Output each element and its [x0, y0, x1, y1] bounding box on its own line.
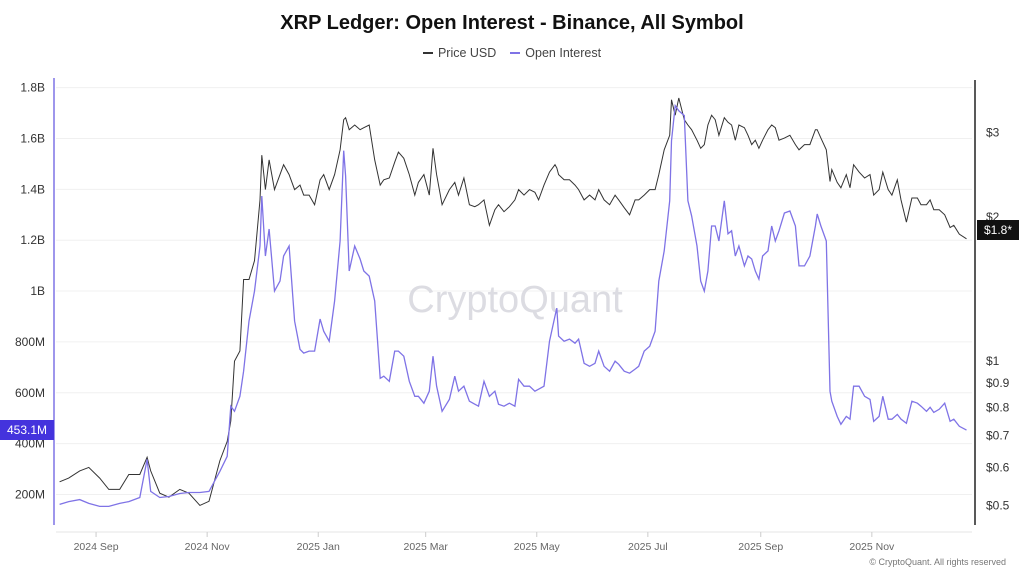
series-line-price	[59, 97, 967, 507]
right-tick-label: $0.9	[986, 376, 1010, 390]
x-tick-label: 2025 Mar	[403, 541, 448, 553]
x-tick-label: 2025 Sep	[738, 541, 783, 553]
legend-item-open-interest[interactable]: Open Interest	[510, 46, 601, 60]
left-tick-label: 600M	[15, 386, 45, 400]
chart-title: XRP Ledger: Open Interest - Binance, All…	[280, 12, 744, 34]
left-tick-label: 1.4B	[20, 182, 45, 196]
legend-item-price[interactable]: Price USD	[422, 46, 497, 60]
x-tick-label: 2025 May	[514, 541, 561, 553]
right-tick-label: $3	[986, 125, 1000, 139]
right-tick-label: $0.7	[986, 428, 1010, 442]
left-tick-label: 800M	[15, 335, 45, 349]
legend-swatch-open-interest	[510, 52, 521, 54]
watermark: CryptoQuant	[407, 279, 623, 321]
current-price-badge: $1.8*	[977, 220, 1019, 240]
x-tick-label: 2025 Jan	[297, 541, 340, 553]
left-tick-label: 200M	[15, 487, 45, 501]
right-tick-label: $0.6	[986, 460, 1010, 474]
left-tick-label: 400M	[15, 437, 45, 451]
current-open-interest-badge: 453.1M	[0, 420, 54, 440]
x-tick-label: 2025 Jul	[628, 541, 668, 553]
legend-swatch-price	[422, 52, 433, 54]
legend-label-open-interest: Open Interest	[525, 46, 602, 60]
legend-label-price: Price USD	[437, 46, 497, 60]
axes: 200M 400M 600M 800M 1B 1.2B 1.4B 1.6B 1.8B $0.5 $0…	[15, 78, 1010, 553]
right-tick-label: $0.5	[986, 498, 1010, 512]
left-tick-label: 1.2B	[20, 233, 45, 247]
legend: Price USD Open Interest	[0, 46, 1024, 60]
x-tick-label: 2025 Nov	[849, 541, 895, 553]
right-tick-label: $1	[986, 354, 1000, 368]
left-tick-label: 1.8B	[20, 81, 45, 95]
left-tick-label: 1.6B	[20, 131, 45, 145]
left-tick-label: 1B	[30, 284, 45, 298]
grid-lines	[56, 87, 972, 495]
copyright: © CryptoQuant. All rights reserved	[869, 557, 1006, 567]
series-line-open-interest	[59, 103, 967, 508]
x-tick-label: 2024 Sep	[74, 541, 119, 553]
x-tick-label: 2024 Nov	[185, 541, 231, 553]
right-tick-label: $0.8	[986, 401, 1010, 415]
